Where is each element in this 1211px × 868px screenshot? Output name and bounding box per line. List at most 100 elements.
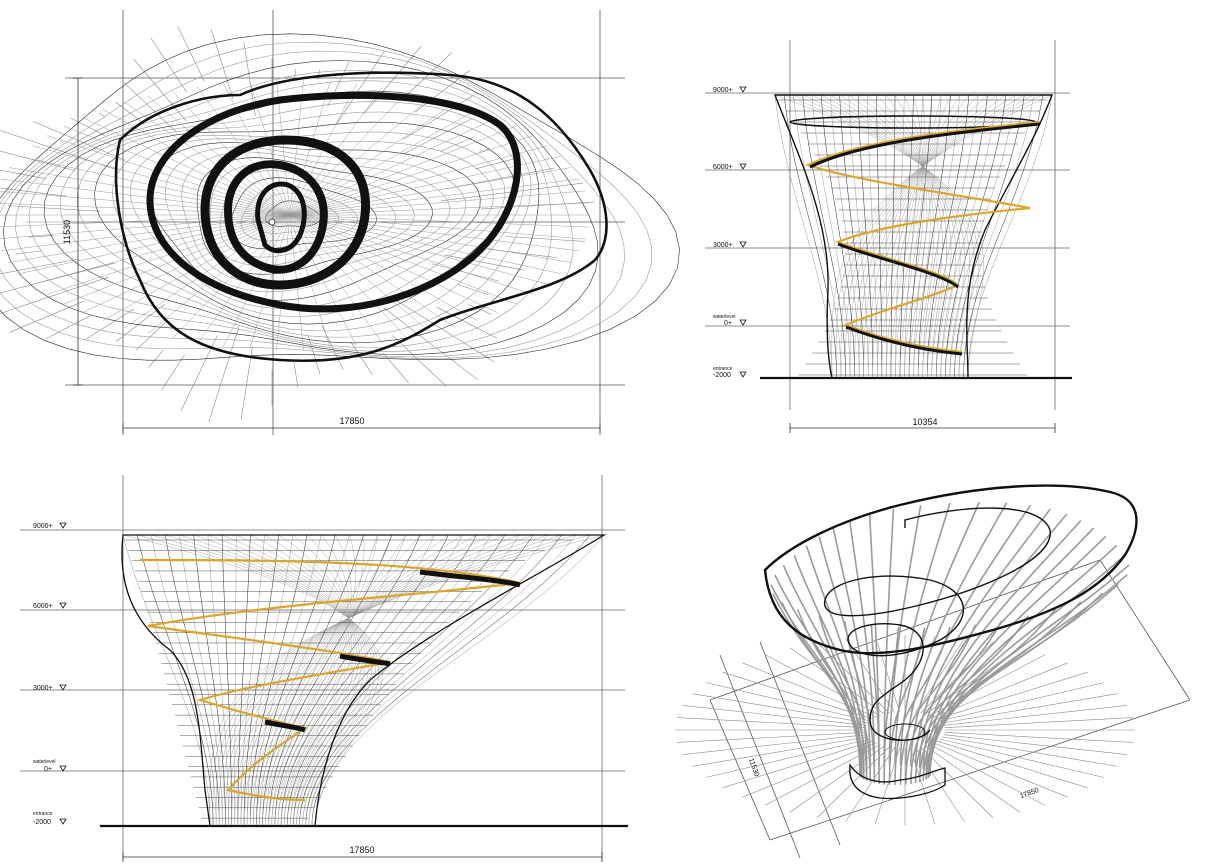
section-b-mesh-line xyxy=(240,534,265,827)
plan-ray xyxy=(403,118,473,155)
plan-ray xyxy=(382,352,409,384)
section-b-mesh-diag xyxy=(253,534,407,827)
section-a-mesh-line xyxy=(793,94,842,379)
section-b-mesh-line xyxy=(165,534,220,827)
axo-rib xyxy=(899,624,977,785)
section-b-mesh-diag xyxy=(264,534,353,827)
section-b-mesh-line xyxy=(311,534,591,827)
section-b-mesh-diag xyxy=(209,534,605,827)
axo-radial-lines xyxy=(675,635,1135,825)
section-b-mesh-line xyxy=(234,534,237,827)
section-b-mesh-line xyxy=(252,534,322,827)
plan-ramp-ring-outer xyxy=(146,91,521,313)
plan-mesh-spoke xyxy=(289,214,383,344)
level-label: 9000+ xyxy=(713,87,733,94)
section-a-mesh-diag xyxy=(793,94,975,379)
axo-ray xyxy=(936,740,1088,789)
section-b-mesh-diag xyxy=(215,534,576,827)
plan-ray xyxy=(400,52,453,101)
plan-mesh-spoke xyxy=(223,83,291,216)
axonometric-view: 17850 11530 xyxy=(675,484,1191,859)
section-b-grid xyxy=(20,475,625,860)
axo-rib xyxy=(774,574,861,776)
section-a-mesh-line xyxy=(936,94,988,379)
section-a-mesh-diag xyxy=(848,94,947,379)
axo-rib xyxy=(899,501,981,766)
level-label: 3000+ xyxy=(713,242,733,249)
plan-mesh-spoke xyxy=(9,214,291,263)
plan-mesh-spoke xyxy=(147,95,291,216)
plan-ray xyxy=(240,346,253,420)
section-a-mesh-line xyxy=(945,94,1007,379)
section-a-mesh-line xyxy=(940,94,997,379)
section-b-mesh-line xyxy=(299,534,534,827)
section-b-mesh-line xyxy=(280,534,449,827)
plan-mesh-spoke xyxy=(289,214,561,274)
plan-mesh-spoke xyxy=(0,214,291,239)
plan-mesh-spoke xyxy=(289,80,304,216)
axo-ray xyxy=(944,717,1134,728)
axo-ray xyxy=(705,682,871,722)
plan-mesh-spoke xyxy=(82,117,291,216)
plan-mesh-spoke xyxy=(289,178,580,216)
section-a-mesh-diag xyxy=(904,94,925,379)
section-b-mesh-line xyxy=(274,534,421,827)
plan-mesh-spoke xyxy=(289,95,433,216)
section-a-ramp xyxy=(805,120,1041,354)
plan-ray xyxy=(0,169,47,180)
plan-ray xyxy=(436,306,498,339)
section-b-mesh-line xyxy=(271,534,407,827)
plan-mesh-spoke xyxy=(289,214,571,263)
plan-mesh-loop xyxy=(0,33,680,361)
plan-mesh-loop xyxy=(112,131,506,317)
plan-ray xyxy=(468,304,492,315)
section-b-mesh-diag xyxy=(277,534,350,827)
section-a-level-minus2000: entrance -2000 xyxy=(713,366,747,379)
section-b: 9000+ 6000+ 3000+ waterlevel 0+ entrance… xyxy=(20,475,628,862)
plan-ray xyxy=(150,37,187,93)
plan-ray xyxy=(505,236,585,242)
plan-mesh-spoke xyxy=(32,145,291,216)
plan-ray xyxy=(115,101,142,122)
plan-mesh-spoke xyxy=(289,214,517,305)
plan-mesh-loop xyxy=(0,41,652,359)
section-b-mesh-diag xyxy=(268,534,352,827)
axo-ray xyxy=(676,732,866,743)
plan-mesh-spoke xyxy=(32,214,291,285)
section-b-level-9000: 9000+ xyxy=(33,522,67,530)
section-a-mesh-line xyxy=(811,94,851,379)
plan-view: 17850 11530 xyxy=(0,10,680,435)
section-b-mesh-diag xyxy=(278,534,351,827)
section-a-mesh-diag xyxy=(840,94,1034,379)
section-a-mesh-diag xyxy=(774,94,984,379)
plan-ray xyxy=(210,29,234,100)
section-b-level-minus2000: entrance -2000 xyxy=(33,811,67,826)
plan-mesh-spoke xyxy=(289,167,571,216)
section-b-mesh-line xyxy=(314,534,605,827)
axo-ray xyxy=(933,742,1068,798)
section-b-mesh-diag xyxy=(225,534,534,827)
level-note: entrance xyxy=(713,366,733,372)
axo-ray xyxy=(939,682,1105,722)
section-b-mesh-line xyxy=(136,534,214,827)
plan-mesh-spoke xyxy=(19,214,291,274)
plan-mesh-spoke xyxy=(289,214,433,335)
axo-ray xyxy=(920,746,994,818)
plan-ray xyxy=(443,254,524,271)
plan-ray xyxy=(9,300,85,333)
plan-ray xyxy=(402,94,475,140)
axo-ray xyxy=(924,745,1021,813)
axo-rib xyxy=(832,528,872,768)
plan-ray xyxy=(148,349,164,368)
axo-rib xyxy=(914,508,1051,767)
section-a-mesh-line xyxy=(967,94,1053,379)
section-b-mesh-line xyxy=(308,534,576,827)
axo-rib xyxy=(905,620,1003,785)
axo-rib xyxy=(883,509,895,766)
axo-ray xyxy=(722,740,874,789)
section-a-mesh-line xyxy=(774,94,833,379)
axo-base-grid xyxy=(709,559,1191,859)
section-a-mesh-diag xyxy=(830,94,956,379)
section-b-mesh-diag xyxy=(219,534,562,827)
axo-rib xyxy=(927,535,1107,772)
